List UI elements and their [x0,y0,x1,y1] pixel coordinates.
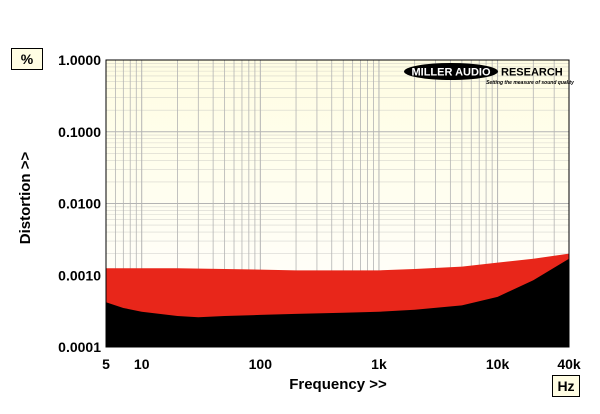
tick-labels: 5 10 100 1k 10k 40k 0.0001 0.0010 0.0100 0.1000 1.… [58,52,581,372]
y-tick-label: 0.1000 [58,124,101,140]
y-tick-label: 0.0001 [58,339,101,355]
series-layer [106,253,569,347]
plot-frame [105,59,570,348]
miller-audio-research-logo: MILLER AUDIO RESEARCH Setting the measur… [404,63,574,86]
logo-research-text: RESEARCH [501,67,563,79]
x-axis-title: Frequency >> [289,376,387,393]
y-unit-box: % [11,48,43,70]
y-tick-label: 0.0100 [58,196,101,212]
logo-tagline: Setting the measure of sound quality [486,80,574,86]
x-tick-label: 5 [102,356,110,372]
logo-main-text: MILLER AUDIO [411,67,490,79]
series-area-1 [106,258,569,347]
x-tick-label: 10 [134,356,150,372]
y-tick-label: 0.0010 [58,267,101,283]
x-tick-label: 10k [486,356,510,372]
x-tick-label: 40k [557,356,581,372]
x-tick-label: 100 [249,356,273,372]
y-tick-label: 1.0000 [58,52,101,68]
x-unit-box: Hz [552,375,580,397]
x-tick-label: 1k [371,356,387,372]
logo-ellipse [404,63,498,80]
y-axis-title: Distortion >> [17,152,34,245]
